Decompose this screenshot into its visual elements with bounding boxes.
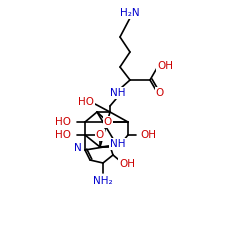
Text: O: O [96,130,104,140]
Text: OH: OH [157,61,173,71]
Text: HO: HO [55,130,71,140]
Text: NH: NH [110,88,126,98]
Text: NH₂: NH₂ [93,176,113,186]
Text: OH: OH [140,130,156,140]
Text: HO: HO [78,97,94,107]
Text: O: O [156,88,164,98]
Text: HO: HO [55,117,71,127]
Text: O: O [104,117,112,127]
Text: N: N [74,143,82,153]
Text: H₂N: H₂N [120,8,140,18]
Text: OH: OH [119,159,135,169]
Text: NH: NH [110,139,126,149]
